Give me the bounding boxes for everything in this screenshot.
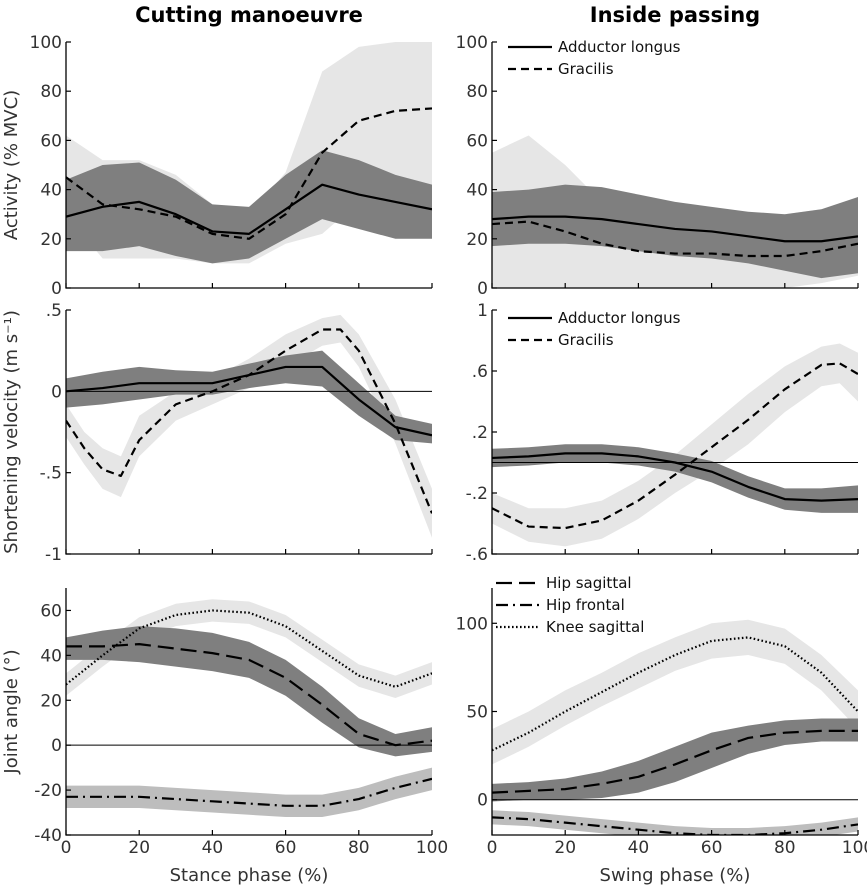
x-tick-label: 80 bbox=[774, 838, 796, 858]
y-tick-label: 60 bbox=[40, 131, 62, 151]
y-tick-label: -40 bbox=[34, 826, 62, 846]
sd-band-0 bbox=[66, 150, 432, 264]
sd-band-2 bbox=[66, 767, 432, 818]
y-tick-label: 100 bbox=[456, 614, 488, 634]
sd-band-1 bbox=[492, 343, 858, 547]
legend-label: Knee sagittal bbox=[546, 618, 644, 636]
y-tick-label: 0 bbox=[51, 736, 62, 756]
x-tick-label: 0 bbox=[61, 838, 72, 858]
panel-cut-velocity: -1 -.5 0 .5 Shortening velocity (m s⁻¹) bbox=[1, 301, 433, 565]
panel-pass-velocity: -.6 -.2 .2 .6 1 Adductor longus Gracilis bbox=[466, 301, 859, 565]
series-line-1 bbox=[492, 220, 858, 258]
y-axis-label: Joint angle (°) bbox=[1, 649, 22, 774]
series-line-1 bbox=[492, 636, 858, 752]
x-tick-label: 0 bbox=[487, 838, 498, 858]
series-line-0 bbox=[492, 452, 858, 502]
y-tick-label: 20 bbox=[466, 230, 488, 250]
plot-area bbox=[492, 343, 858, 547]
legend-label: Gracilis bbox=[558, 331, 614, 349]
x-tick-label: 60 bbox=[701, 838, 723, 858]
series-line-1 bbox=[66, 609, 432, 688]
sd-band-1 bbox=[66, 599, 432, 699]
y-tick-label: 1 bbox=[477, 301, 488, 321]
panel-pass-activity: 0 20 40 60 80 100 Adductor longus Gracilis bbox=[456, 33, 859, 299]
x-tick-label: 60 bbox=[275, 838, 297, 858]
panel-pass-angle: 0 50 100 0 20 40 60 80 100 Swing phase (%) Hip sag… bbox=[456, 574, 867, 886]
x-tick-label: 20 bbox=[554, 838, 576, 858]
y-tick-label: 40 bbox=[40, 646, 62, 666]
x-tick-label: 80 bbox=[348, 838, 370, 858]
y-tick-label: -.2 bbox=[466, 484, 488, 504]
y-tick-label: 40 bbox=[466, 181, 488, 201]
y-tick-label: 0 bbox=[477, 791, 488, 811]
series-line-0 bbox=[66, 183, 432, 235]
x-tick-label: 40 bbox=[628, 838, 650, 858]
sd-band-0 bbox=[492, 184, 858, 279]
y-tick-label: 50 bbox=[466, 703, 488, 723]
panel-cut-activity: 0 20 40 60 80 100 Activity (% MVC) bbox=[1, 33, 433, 299]
y-axis-label: Shortening velocity (m s⁻¹) bbox=[1, 310, 22, 554]
column-title-passing: Inside passing bbox=[590, 3, 760, 27]
y-tick-label: -1 bbox=[45, 545, 62, 565]
legend-label: Adductor longus bbox=[558, 38, 681, 56]
y-tick-label: .2 bbox=[472, 423, 488, 443]
y-tick-label: 40 bbox=[40, 181, 62, 201]
sd-band-0 bbox=[66, 626, 432, 757]
series-line-0 bbox=[66, 643, 432, 747]
panel-cut-angle: -40 -20 0 20 40 60 0 20 40 60 80 100 Stance phase (%… bbox=[1, 588, 448, 886]
y-tick-label: .6 bbox=[472, 362, 488, 382]
plot-area bbox=[66, 42, 432, 264]
y-tick-label: 80 bbox=[466, 82, 488, 102]
x-tick-label: 20 bbox=[128, 838, 150, 858]
x-tick-label: 100 bbox=[416, 838, 448, 858]
y-tick-label: -.5 bbox=[40, 464, 62, 484]
y-tick-label: 80 bbox=[40, 82, 62, 102]
legend: Hip sagittal Hip frontal Knee sagittal bbox=[496, 574, 644, 636]
y-tick-label: 100 bbox=[30, 33, 62, 53]
legend-label: Adductor longus bbox=[558, 309, 681, 327]
y-tick-label: 0 bbox=[477, 279, 488, 299]
series-line-1 bbox=[66, 328, 432, 514]
legend-label: Hip sagittal bbox=[546, 574, 632, 592]
y-tick-label: 60 bbox=[466, 131, 488, 151]
y-tick-label: 0 bbox=[51, 382, 62, 402]
y-tick-label: 20 bbox=[40, 230, 62, 250]
y-axis-label: Activity (% MVC) bbox=[1, 90, 22, 240]
y-tick-label: 20 bbox=[40, 691, 62, 711]
y-tick-label: -20 bbox=[34, 781, 62, 801]
series-line-1 bbox=[492, 362, 858, 530]
x-tick-label: 100 bbox=[842, 838, 867, 858]
legend-label: Gracilis bbox=[558, 60, 614, 78]
legend-label: Hip frontal bbox=[546, 596, 625, 614]
series-line-0 bbox=[492, 215, 858, 243]
plot-area bbox=[492, 619, 858, 835]
sd-band-0 bbox=[66, 350, 432, 444]
y-tick-label: 60 bbox=[40, 601, 62, 621]
series-line-0 bbox=[492, 729, 858, 794]
y-tick-label: .5 bbox=[46, 301, 62, 321]
legend: Adductor longus Gracilis bbox=[508, 309, 681, 349]
column-title-cutting: Cutting manoeuvre bbox=[135, 3, 363, 27]
plot-area bbox=[492, 135, 858, 288]
x-tick-label: 40 bbox=[202, 838, 224, 858]
plot-area bbox=[66, 599, 432, 818]
y-tick-label: 0 bbox=[51, 279, 62, 299]
series-line-2 bbox=[66, 777, 432, 807]
legend: Adductor longus Gracilis bbox=[508, 38, 681, 78]
plot-area bbox=[66, 314, 432, 538]
sd-band-0 bbox=[492, 718, 858, 802]
sd-band-1 bbox=[66, 314, 432, 538]
sd-band-2 bbox=[492, 810, 858, 835]
series-line-2 bbox=[492, 816, 858, 835]
series-line-1 bbox=[66, 107, 432, 240]
x-axis-label: Swing phase (%) bbox=[600, 865, 751, 886]
axes bbox=[65, 310, 432, 555]
y-tick-label: 100 bbox=[456, 33, 488, 53]
sd-band-0 bbox=[492, 444, 858, 513]
x-axis-label: Stance phase (%) bbox=[170, 865, 329, 886]
sd-band-1 bbox=[492, 619, 858, 765]
y-tick-label: -.6 bbox=[466, 545, 488, 565]
